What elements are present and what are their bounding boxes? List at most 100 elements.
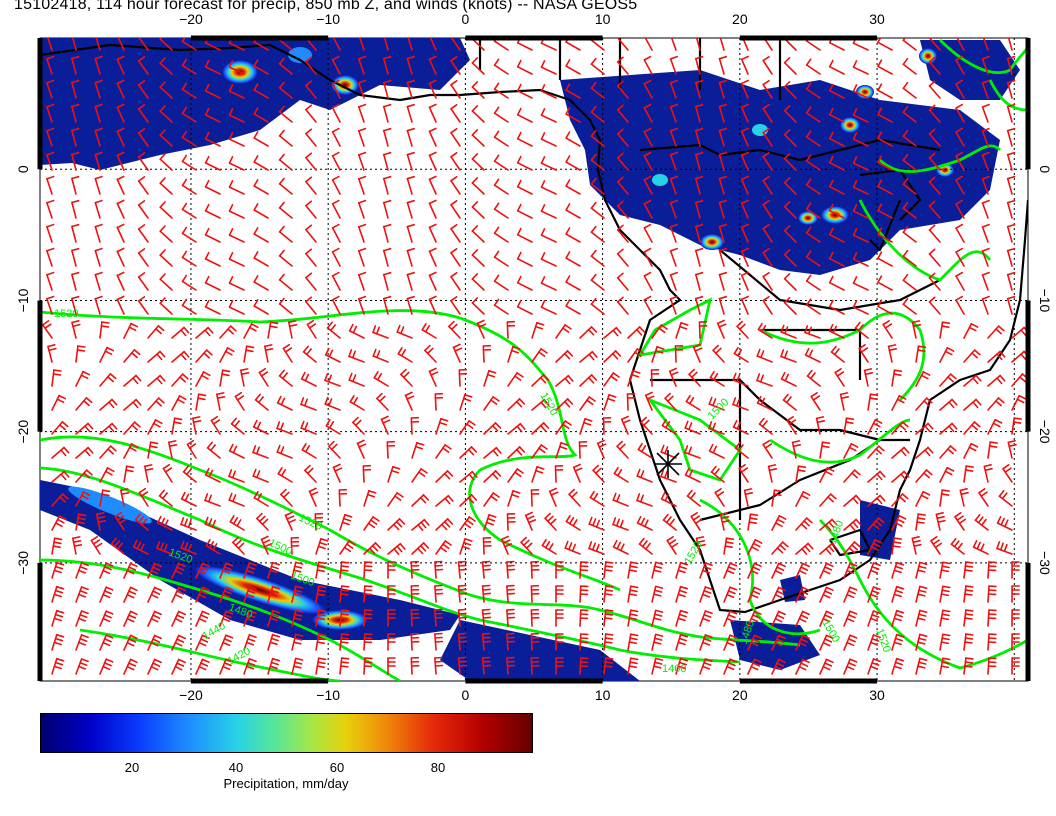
wind-barb-feather [734, 441, 741, 449]
wind-barb-feather [201, 562, 210, 568]
wind-barb-shaft [643, 299, 653, 315]
wind-barb-feather [131, 424, 138, 431]
wind-barb-feather [471, 81, 479, 88]
wind-barb-feather [358, 443, 367, 448]
wind-barb-shaft [94, 273, 101, 291]
wind-barb-feather [879, 494, 886, 502]
wind-barb-feather [1007, 439, 1016, 444]
wind-barb-feather [565, 131, 571, 139]
wind-barb-feather [802, 490, 811, 496]
wind-barb-feather [223, 590, 232, 595]
wind-barb-shaft [123, 398, 137, 411]
wind-barb-feather [482, 564, 491, 567]
wind-barb-shaft [660, 475, 677, 483]
wind-barb-feather [612, 517, 617, 526]
wind-barb-feather [79, 613, 88, 619]
wind-barb-feather [368, 489, 377, 494]
wind-barb-feather [144, 467, 154, 472]
wind-barb-feather [490, 495, 498, 502]
wind-barb-feather [762, 55, 770, 62]
wind-barb-shaft [435, 417, 442, 435]
wind-barb-shaft [159, 134, 173, 147]
wind-barb-feather [912, 323, 922, 328]
wind-barb-feather [137, 128, 146, 134]
wind-barb-feather [174, 617, 183, 623]
wind-barb-feather [71, 127, 80, 132]
wind-barb-feather [628, 593, 638, 597]
wind-barb-feather [187, 543, 192, 552]
wind-barb-feather [357, 223, 367, 228]
wind-barb-shaft [592, 469, 605, 483]
wind-barb-feather [464, 393, 473, 398]
wind-barb-feather [740, 295, 750, 301]
wind-barb-feather [236, 519, 242, 527]
wind-barb-feather [222, 617, 231, 623]
weather-map: 1520 1520 1520 1500 1520 1500 1520 1480 … [15, 11, 1053, 700]
wind-barb-feather [481, 560, 491, 563]
wind-barb-feather [701, 665, 711, 670]
wind-barb-feather [253, 83, 259, 91]
wind-barb-feather [712, 398, 717, 407]
wind-barb-shaft [471, 38, 485, 51]
wind-barb-feather [781, 541, 789, 548]
wind-barb-feather [1006, 103, 1016, 108]
wind-barb-feather [955, 79, 964, 85]
wind-barb-feather [348, 540, 356, 546]
wind-barb-shaft [41, 324, 53, 339]
wind-barb-feather [253, 59, 259, 67]
wind-barb-feather [128, 638, 137, 643]
wind-barb-feather [494, 422, 502, 429]
wind-barb-feather [263, 344, 273, 348]
wind-barb-shaft [357, 82, 365, 99]
wind-barb-feather [515, 448, 523, 456]
wind-barb-feather [245, 641, 255, 646]
wind-barb-shaft [740, 202, 749, 219]
wind-barb-feather [331, 127, 340, 133]
wind-barb-feather [434, 640, 444, 643]
wind-barb-feather [852, 132, 858, 140]
wind-barb-feather [668, 367, 677, 373]
wind-barb-feather [709, 370, 715, 379]
wind-barb-feather [788, 419, 797, 425]
wind-barb-shaft [253, 281, 269, 291]
wind-barb-feather [184, 493, 190, 502]
wind-barb-feather [293, 661, 303, 665]
wind-barb-shaft [171, 373, 184, 387]
wind-barb-feather [540, 276, 546, 285]
wind-barb-shaft [902, 111, 917, 123]
wind-barb-shaft [596, 442, 605, 459]
wind-barb-feather [340, 589, 350, 592]
wind-barb-feather [825, 634, 834, 640]
wind-barb-feather [846, 569, 855, 575]
wind-barb-shaft [219, 347, 229, 363]
wind-barb-feather [955, 175, 964, 181]
wind-barb-feather [359, 33, 366, 35]
wind-barb-feather [340, 617, 349, 620]
wind-barb-feather [294, 633, 304, 637]
wind-barb-shaft [863, 369, 869, 387]
wind-barb-feather [150, 641, 159, 647]
wind-barb-feather [727, 638, 736, 643]
wind-barb-feather [1000, 517, 1006, 526]
wind-barb-feather [940, 493, 950, 496]
wind-barb-feather [877, 517, 885, 524]
wind-barb-shaft [819, 466, 829, 483]
wind-barb-feather [760, 324, 767, 333]
wind-barb-shaft [450, 252, 461, 267]
wind-barb-shaft [348, 355, 365, 363]
wind-barb-shaft [852, 162, 869, 171]
wind-barb-feather [928, 38, 931, 39]
wind-barb-feather [181, 130, 188, 139]
wind-barb-shaft [915, 345, 920, 363]
wind-barb-feather [696, 33, 703, 35]
wind-barb-shaft [555, 374, 570, 387]
wind-barb-feather [382, 151, 392, 156]
wind-barb-feather [825, 658, 834, 664]
wind-barb-feather [791, 440, 801, 444]
wind-barb-shaft [540, 42, 557, 51]
wind-barb-feather [263, 542, 272, 548]
wind-barb-feather [46, 247, 55, 252]
wind-barb-shaft [301, 448, 317, 459]
wind-barb-feather [444, 497, 451, 505]
wind-barb-feather [303, 398, 309, 407]
